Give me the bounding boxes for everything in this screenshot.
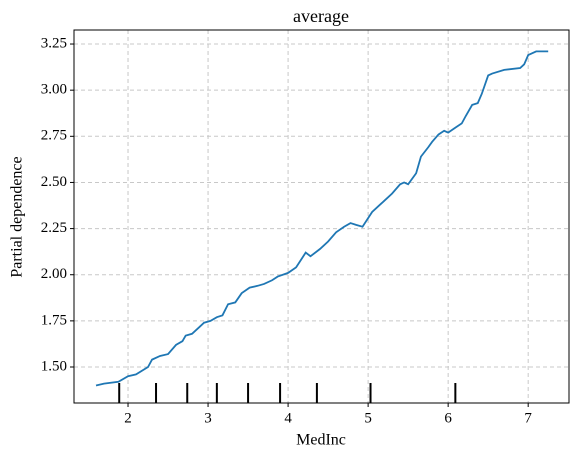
x-tick-label: 2 — [124, 410, 132, 426]
x-tick-label: 5 — [364, 410, 372, 426]
plot-frame — [73, 29, 570, 404]
y-tick-label: 1.50 — [41, 358, 67, 374]
x-tick-label: 3 — [204, 410, 212, 426]
y-tick-label: 3.25 — [41, 35, 67, 51]
chart-title: average — [293, 6, 349, 26]
x-axis-label: MedInc — [296, 432, 346, 449]
y-tick-label: 2.75 — [41, 128, 67, 144]
x-tick-label: 7 — [524, 410, 532, 426]
y-tick-label: 1.75 — [41, 312, 67, 328]
x-tick-label: 6 — [444, 410, 452, 426]
y-tick-label: 2.25 — [41, 220, 67, 236]
y-axis-label: Partial dependence — [9, 156, 26, 277]
line — [95, 50, 549, 387]
y-tick-label: 3.00 — [41, 82, 67, 98]
y-tick-label: 2.50 — [41, 174, 67, 190]
y-tick-label: 2.00 — [41, 266, 67, 282]
x-tick-label: 4 — [284, 410, 292, 426]
